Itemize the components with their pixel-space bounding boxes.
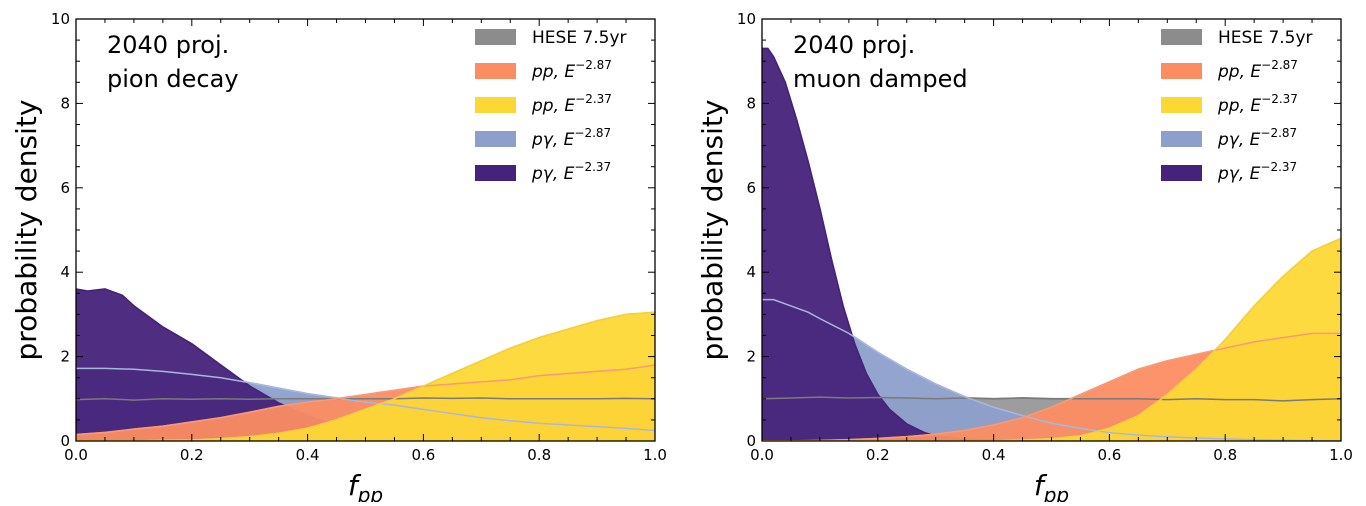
overlay-line-p-e-2-87 xyxy=(762,298,1341,441)
overlay-line-hese-7-5yr xyxy=(76,397,655,401)
y-tick-label: 4 xyxy=(60,263,70,281)
y-tick-label: 8 xyxy=(60,94,70,112)
x-tick-label: 1.0 xyxy=(643,446,667,464)
overlay-line-hese-7-5yr xyxy=(762,396,1341,402)
x-tick-label: 0.2 xyxy=(866,446,890,464)
area-p-e-2-37 xyxy=(76,289,655,441)
x-tick-label: 0.8 xyxy=(527,446,551,464)
annotation-line: muon damped xyxy=(793,65,968,93)
y-tick-label: 0 xyxy=(746,432,756,450)
overlay-line-pp-e-2-87 xyxy=(76,364,655,436)
overlay-line-pp-e-2-87 xyxy=(762,332,1341,441)
x-axis-label-sub: pp xyxy=(1043,483,1069,502)
y-tick-label: 4 xyxy=(746,263,756,281)
y-tick-label: 2 xyxy=(60,348,70,366)
legend-label: pγ, E−2.87 xyxy=(531,126,611,150)
x-tick-label: 0.0 xyxy=(750,446,774,464)
legend-label: pp, E−2.87 xyxy=(1217,58,1298,82)
area-p-e-2-37 xyxy=(762,48,1341,441)
y-axis-label: probability density xyxy=(696,100,729,361)
legend-swatch xyxy=(1161,29,1202,45)
x-tick-label: 0.2 xyxy=(180,446,204,464)
legend-swatch xyxy=(475,165,516,181)
x-tick-label: 1.0 xyxy=(1329,446,1353,464)
annotation-line: pion decay xyxy=(107,65,239,93)
x-axis-label-sub: pp xyxy=(357,483,383,502)
y-tick-label: 8 xyxy=(746,94,756,112)
annotation-line: 2040 proj. xyxy=(793,31,915,59)
legend-swatch xyxy=(1161,131,1202,147)
y-tick-label: 6 xyxy=(60,179,70,197)
legend-label: pγ, E−2.37 xyxy=(531,160,611,184)
plot-area xyxy=(76,288,655,441)
legend: HESE 7.5yr pp, E−2.87 pp, E−2.37 pγ, E−2.87… xyxy=(1161,28,1313,184)
x-tick-label: 0.4 xyxy=(296,446,320,464)
annotation-line: 2040 proj. xyxy=(107,31,229,59)
legend-swatch xyxy=(1161,97,1202,113)
y-axis-label: probability density xyxy=(10,100,43,361)
legend-label: pp, E−2.87 xyxy=(531,58,612,82)
overlay-line-p-e-2-87 xyxy=(76,367,655,432)
legend-label: HESE 7.5yr xyxy=(1218,28,1313,48)
x-tick-label: 0.6 xyxy=(1097,446,1121,464)
panel-1: 0.0 0.2 0.4 0.6 0.8 1.0 0 2 4 6 8 10 fpp probability … xyxy=(10,10,667,506)
x-axis-label: fpp xyxy=(1034,469,1069,502)
legend: HESE 7.5yr pp, E−2.87 pp, E−2.37 pγ, E−2.87… xyxy=(475,28,627,184)
legend-swatch xyxy=(475,131,516,147)
legend-label: pp, E−2.37 xyxy=(1217,92,1298,116)
legend-label: pp, E−2.37 xyxy=(531,92,612,116)
y-tick-label: 2 xyxy=(746,348,756,366)
ticks xyxy=(761,18,1342,442)
y-tick-label: 6 xyxy=(746,179,756,197)
legend-swatch xyxy=(475,97,516,113)
y-tick-label: 10 xyxy=(51,10,70,28)
x-tick-label: 0.6 xyxy=(411,446,435,464)
x-tick-label: 0.4 xyxy=(982,446,1006,464)
panel-2: 0.0 0.2 0.4 0.6 0.8 1.0 0 2 4 6 8 10 fpp probability … xyxy=(696,10,1353,506)
area-pp-e-2-37 xyxy=(76,312,655,441)
legend-label: HESE 7.5yr xyxy=(532,28,627,48)
y-tick-label: 0 xyxy=(60,432,70,450)
plot-area xyxy=(762,47,1341,441)
area-p-e-2-87 xyxy=(762,299,1341,441)
legend-swatch xyxy=(1161,63,1202,79)
y-tick-label: 10 xyxy=(737,10,756,28)
legend-label: pγ, E−2.87 xyxy=(1217,126,1297,150)
legend-swatch xyxy=(475,63,516,79)
area-pp-e-2-37 xyxy=(762,238,1341,441)
ticks xyxy=(75,18,656,442)
x-tick-label: 0.0 xyxy=(64,446,88,464)
legend-label: pγ, E−2.37 xyxy=(1217,160,1297,184)
legend-swatch xyxy=(475,29,516,45)
legend-swatch xyxy=(1161,165,1202,181)
x-tick-label: 0.8 xyxy=(1213,446,1237,464)
x-axis-label: fpp xyxy=(348,469,383,502)
